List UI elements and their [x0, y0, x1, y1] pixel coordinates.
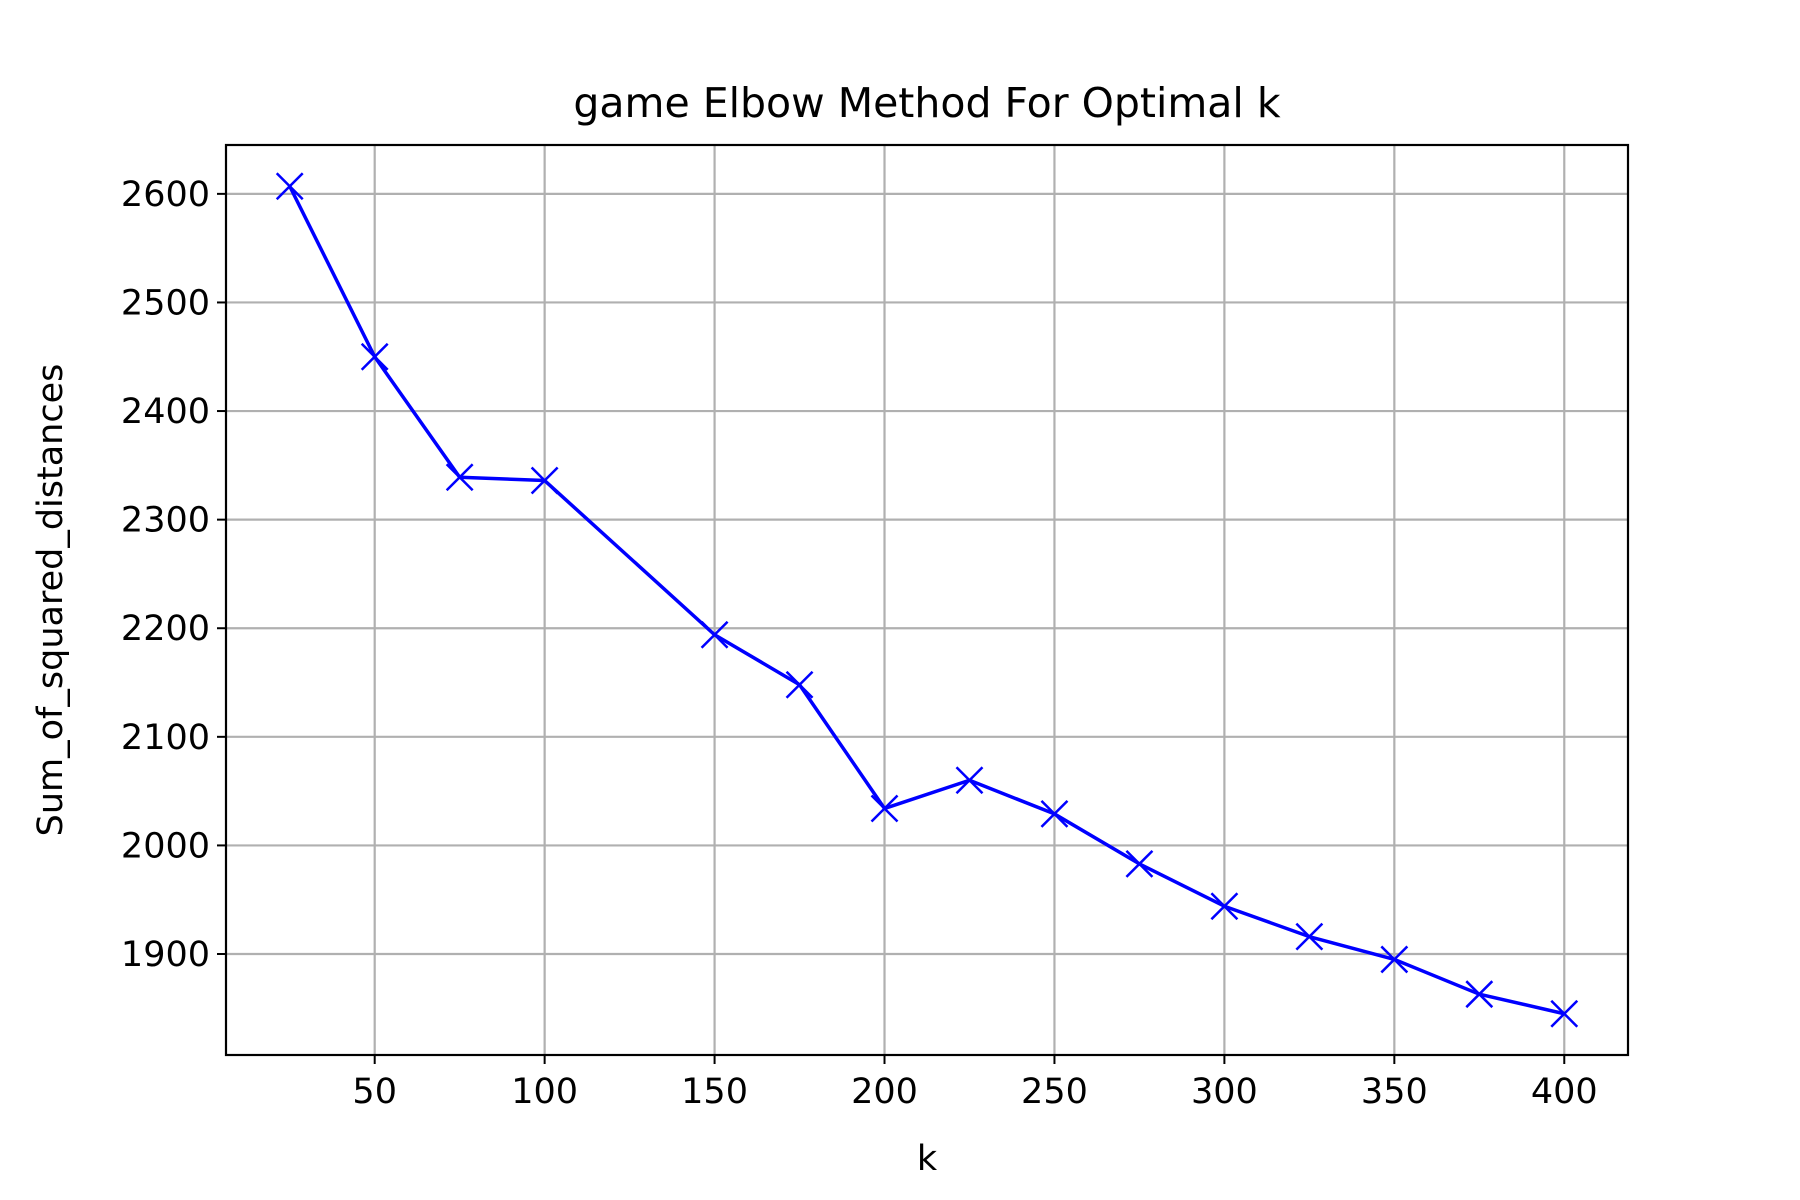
grid-lines [226, 145, 1628, 1055]
data-point-150 [700, 620, 729, 649]
data-point-75 [445, 463, 474, 492]
data-point-350 [1380, 945, 1409, 974]
x-tick-label-300: 300 [1191, 1072, 1258, 1112]
data-point-400 [1550, 999, 1579, 1028]
data-point-200 [870, 794, 899, 823]
data-point-325 [1295, 922, 1324, 951]
series-line-0 [288, 185, 1565, 1016]
data-point-225 [955, 766, 984, 795]
x-tick-label-250: 250 [1021, 1072, 1088, 1112]
y-tick-label-2300: 2300 [121, 501, 210, 541]
x-tick-label-50: 50 [352, 1072, 397, 1112]
chart-title: game Elbow Method For Optimal k [573, 79, 1280, 127]
data-point-375 [1465, 980, 1494, 1009]
y-tick-label-2000: 2000 [121, 826, 210, 866]
data-point-25 [275, 172, 304, 201]
plot-frame [224, 143, 1630, 1057]
y-tick-label-2500: 2500 [121, 283, 210, 323]
y-tick-label-2600: 2600 [121, 175, 210, 215]
x-axis-label: k [917, 1139, 938, 1179]
y-tick-label-2200: 2200 [121, 609, 210, 649]
x-tick-label-350: 350 [1361, 1072, 1428, 1112]
data-point-275 [1125, 849, 1154, 878]
data-point-250 [1040, 800, 1069, 828]
x-tick-label-400: 400 [1531, 1072, 1598, 1112]
data-point-100 [530, 466, 559, 495]
x-tick-label-200: 200 [851, 1072, 918, 1112]
data-point-50 [360, 342, 389, 371]
data-point-175 [785, 670, 814, 699]
axis-ticks: 50 100 150 200 250 300 350 400 1900 2000 2100 2200 2… [121, 175, 1598, 1112]
y-tick-label-2400: 2400 [121, 392, 210, 432]
series-layer [275, 172, 1579, 1028]
x-tick-label-150: 150 [681, 1072, 748, 1112]
x-tick-label-100: 100 [511, 1072, 578, 1112]
data-point-300 [1210, 892, 1239, 921]
y-axis-label: Sum_of_squared_distances [31, 364, 71, 837]
y-tick-label-1900: 1900 [121, 935, 210, 975]
y-tick-label-2100: 2100 [121, 718, 210, 758]
